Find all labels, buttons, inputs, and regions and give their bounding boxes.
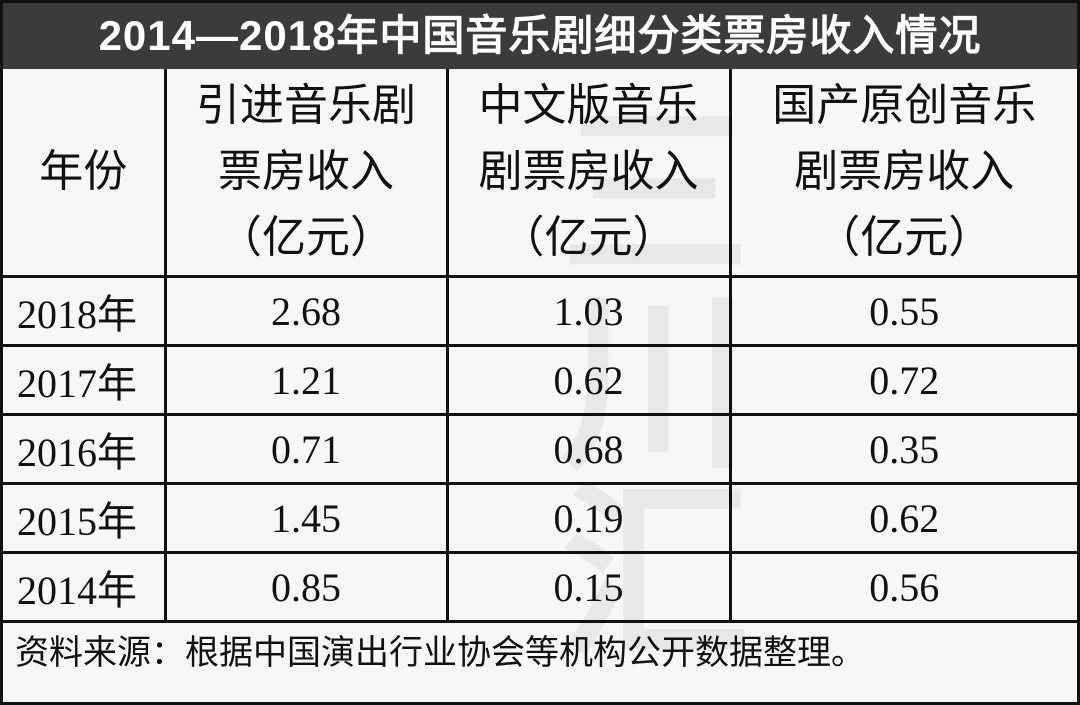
value-cell: 0.68 — [445, 413, 732, 485]
header-line: （亿元） — [816, 213, 993, 262]
value-cell: 2.68 — [163, 275, 449, 347]
value-cell: 0.56 — [728, 551, 1077, 623]
source-note: 资料来源：根据中国演出行业协会等机构公开数据整理。 — [15, 634, 865, 672]
value-cell: 1.03 — [445, 275, 732, 347]
header-line: 剧票房收入 — [794, 147, 1015, 196]
data-row: 2016年 0.71 0.68 0.35 — [3, 413, 1077, 485]
header-cell: 年份 — [3, 69, 167, 278]
title: 2014—2018年中国音乐剧细分类票房收入情况 — [3, 3, 1077, 69]
value-cell: 0.19 — [445, 482, 732, 554]
value-cell: 0.62 — [728, 482, 1077, 554]
year-cell: 2017年 — [3, 344, 167, 416]
value-cell: 1.21 — [163, 344, 449, 416]
value-cell: 0.72 — [728, 344, 1077, 416]
value-cell: 0.62 — [445, 344, 732, 416]
header-row: 年份 引进音乐剧 票房收入 （亿元） 中文版音乐 剧票房收入 （亿元） 国产原创音乐 剧票房收入… — [3, 69, 1077, 278]
header-line: 中文版音乐 — [478, 81, 699, 130]
header-cell: 国产原创音乐 剧票房收入 （亿元） — [728, 69, 1077, 278]
value-cell: 0.15 — [445, 551, 732, 623]
value-cell: 0.55 — [728, 275, 1077, 347]
year-cell: 2018年 — [3, 275, 167, 347]
header-line: （亿元） — [218, 213, 394, 262]
header-line: 剧票房收入 — [478, 147, 699, 196]
year-cell: 2016年 — [3, 413, 167, 485]
header-line: （亿元） — [500, 213, 677, 262]
data-row: 2014年 0.85 0.15 0.56 — [3, 551, 1077, 623]
header-line: 年份 — [39, 147, 128, 196]
header-cell: 中文版音乐剧票房收入 （亿元） — [445, 69, 732, 278]
value-cell: 1.45 — [163, 482, 449, 554]
value-cell: 0.71 — [163, 413, 449, 485]
year-cell: 2015年 — [3, 482, 167, 554]
table: 年份 引进音乐剧 票房收入 （亿元） 中文版音乐 剧票房收入 （亿元） 国产原创音乐 剧票房收入… — [3, 69, 1077, 623]
header-line: 引进音乐剧 — [196, 81, 416, 130]
data-row: 2017年 1.21 0.62 0.72 — [3, 344, 1077, 416]
header-line: 国产原创音乐 — [772, 81, 1037, 130]
value-cell: 0.35 — [728, 413, 1077, 485]
year-cell: 2014年 — [3, 551, 167, 623]
data-row: 2018年 2.68 1.03 0.55 — [3, 275, 1077, 347]
data-row: 2015年 1.45 0.19 0.62 — [3, 482, 1077, 554]
header-cell: 引进音乐剧票房收入 （亿元） — [163, 69, 449, 278]
value-cell: 0.85 — [163, 551, 449, 623]
header-line: 票房收入 — [218, 147, 394, 196]
